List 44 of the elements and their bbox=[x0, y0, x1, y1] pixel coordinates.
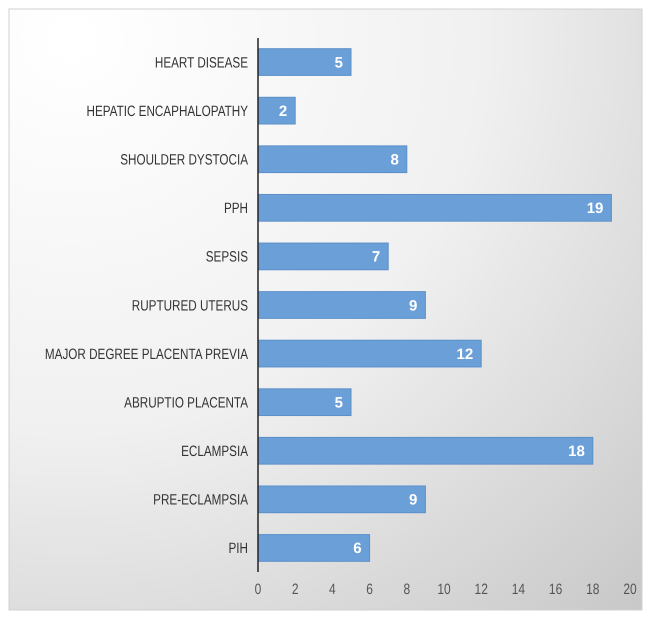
data-label: 6 bbox=[353, 540, 362, 558]
x-tick-label: 10 bbox=[437, 580, 452, 598]
data-label: 18 bbox=[568, 443, 585, 460]
y-tick-label: PRE-ECLAMPSIA bbox=[153, 491, 248, 508]
y-tick-label: HEART DISEASE bbox=[154, 54, 248, 71]
bar bbox=[258, 242, 389, 270]
x-tick-label: 16 bbox=[548, 580, 562, 598]
x-tick-label: 14 bbox=[512, 580, 526, 598]
bar bbox=[258, 340, 482, 368]
data-label: 5 bbox=[334, 394, 343, 412]
data-label: 9 bbox=[409, 297, 418, 314]
x-tick-label: 20 bbox=[623, 580, 638, 598]
y-tick-label: RUPTURED UTERUS bbox=[132, 296, 248, 314]
bar bbox=[258, 485, 426, 514]
data-label: 7 bbox=[372, 248, 380, 266]
data-label: 8 bbox=[390, 151, 399, 168]
y-tick-label: SHOULDER DYSTOCIA bbox=[120, 151, 248, 168]
x-tick-label: 8 bbox=[403, 580, 410, 598]
x-tick-label: 6 bbox=[366, 580, 373, 598]
y-tick-label: ABRUPTIO PLACENTA bbox=[124, 394, 248, 411]
bar bbox=[258, 388, 352, 416]
y-tick-label: SEPSIS bbox=[206, 248, 248, 266]
x-tick-label: 4 bbox=[329, 580, 336, 598]
y-tick-label: MAJOR DEGREE PLACENTA PREVIA bbox=[44, 345, 248, 362]
y-tick-label: PIH bbox=[228, 540, 248, 557]
y-tick-label: ECLAMPSIA bbox=[181, 442, 248, 460]
x-tick-label: 2 bbox=[292, 580, 299, 598]
data-label: 5 bbox=[334, 54, 343, 72]
y-tick-label: PPH bbox=[224, 200, 248, 216]
x-tick-label: 0 bbox=[254, 580, 262, 598]
bar bbox=[258, 96, 296, 125]
data-label: 19 bbox=[586, 200, 604, 218]
x-tick-label: 18 bbox=[586, 580, 600, 598]
x-tick-label: 12 bbox=[474, 580, 488, 598]
bar bbox=[258, 436, 594, 465]
data-label: 9 bbox=[409, 492, 418, 509]
bar bbox=[258, 291, 426, 319]
y-tick-label: HEPATIC ENCAPHALOPATHY bbox=[86, 102, 248, 120]
data-label: 2 bbox=[278, 102, 288, 120]
bar bbox=[258, 48, 352, 76]
bar bbox=[258, 534, 370, 562]
bar bbox=[258, 145, 408, 174]
data-label: 12 bbox=[456, 346, 474, 363]
bar bbox=[258, 194, 612, 222]
